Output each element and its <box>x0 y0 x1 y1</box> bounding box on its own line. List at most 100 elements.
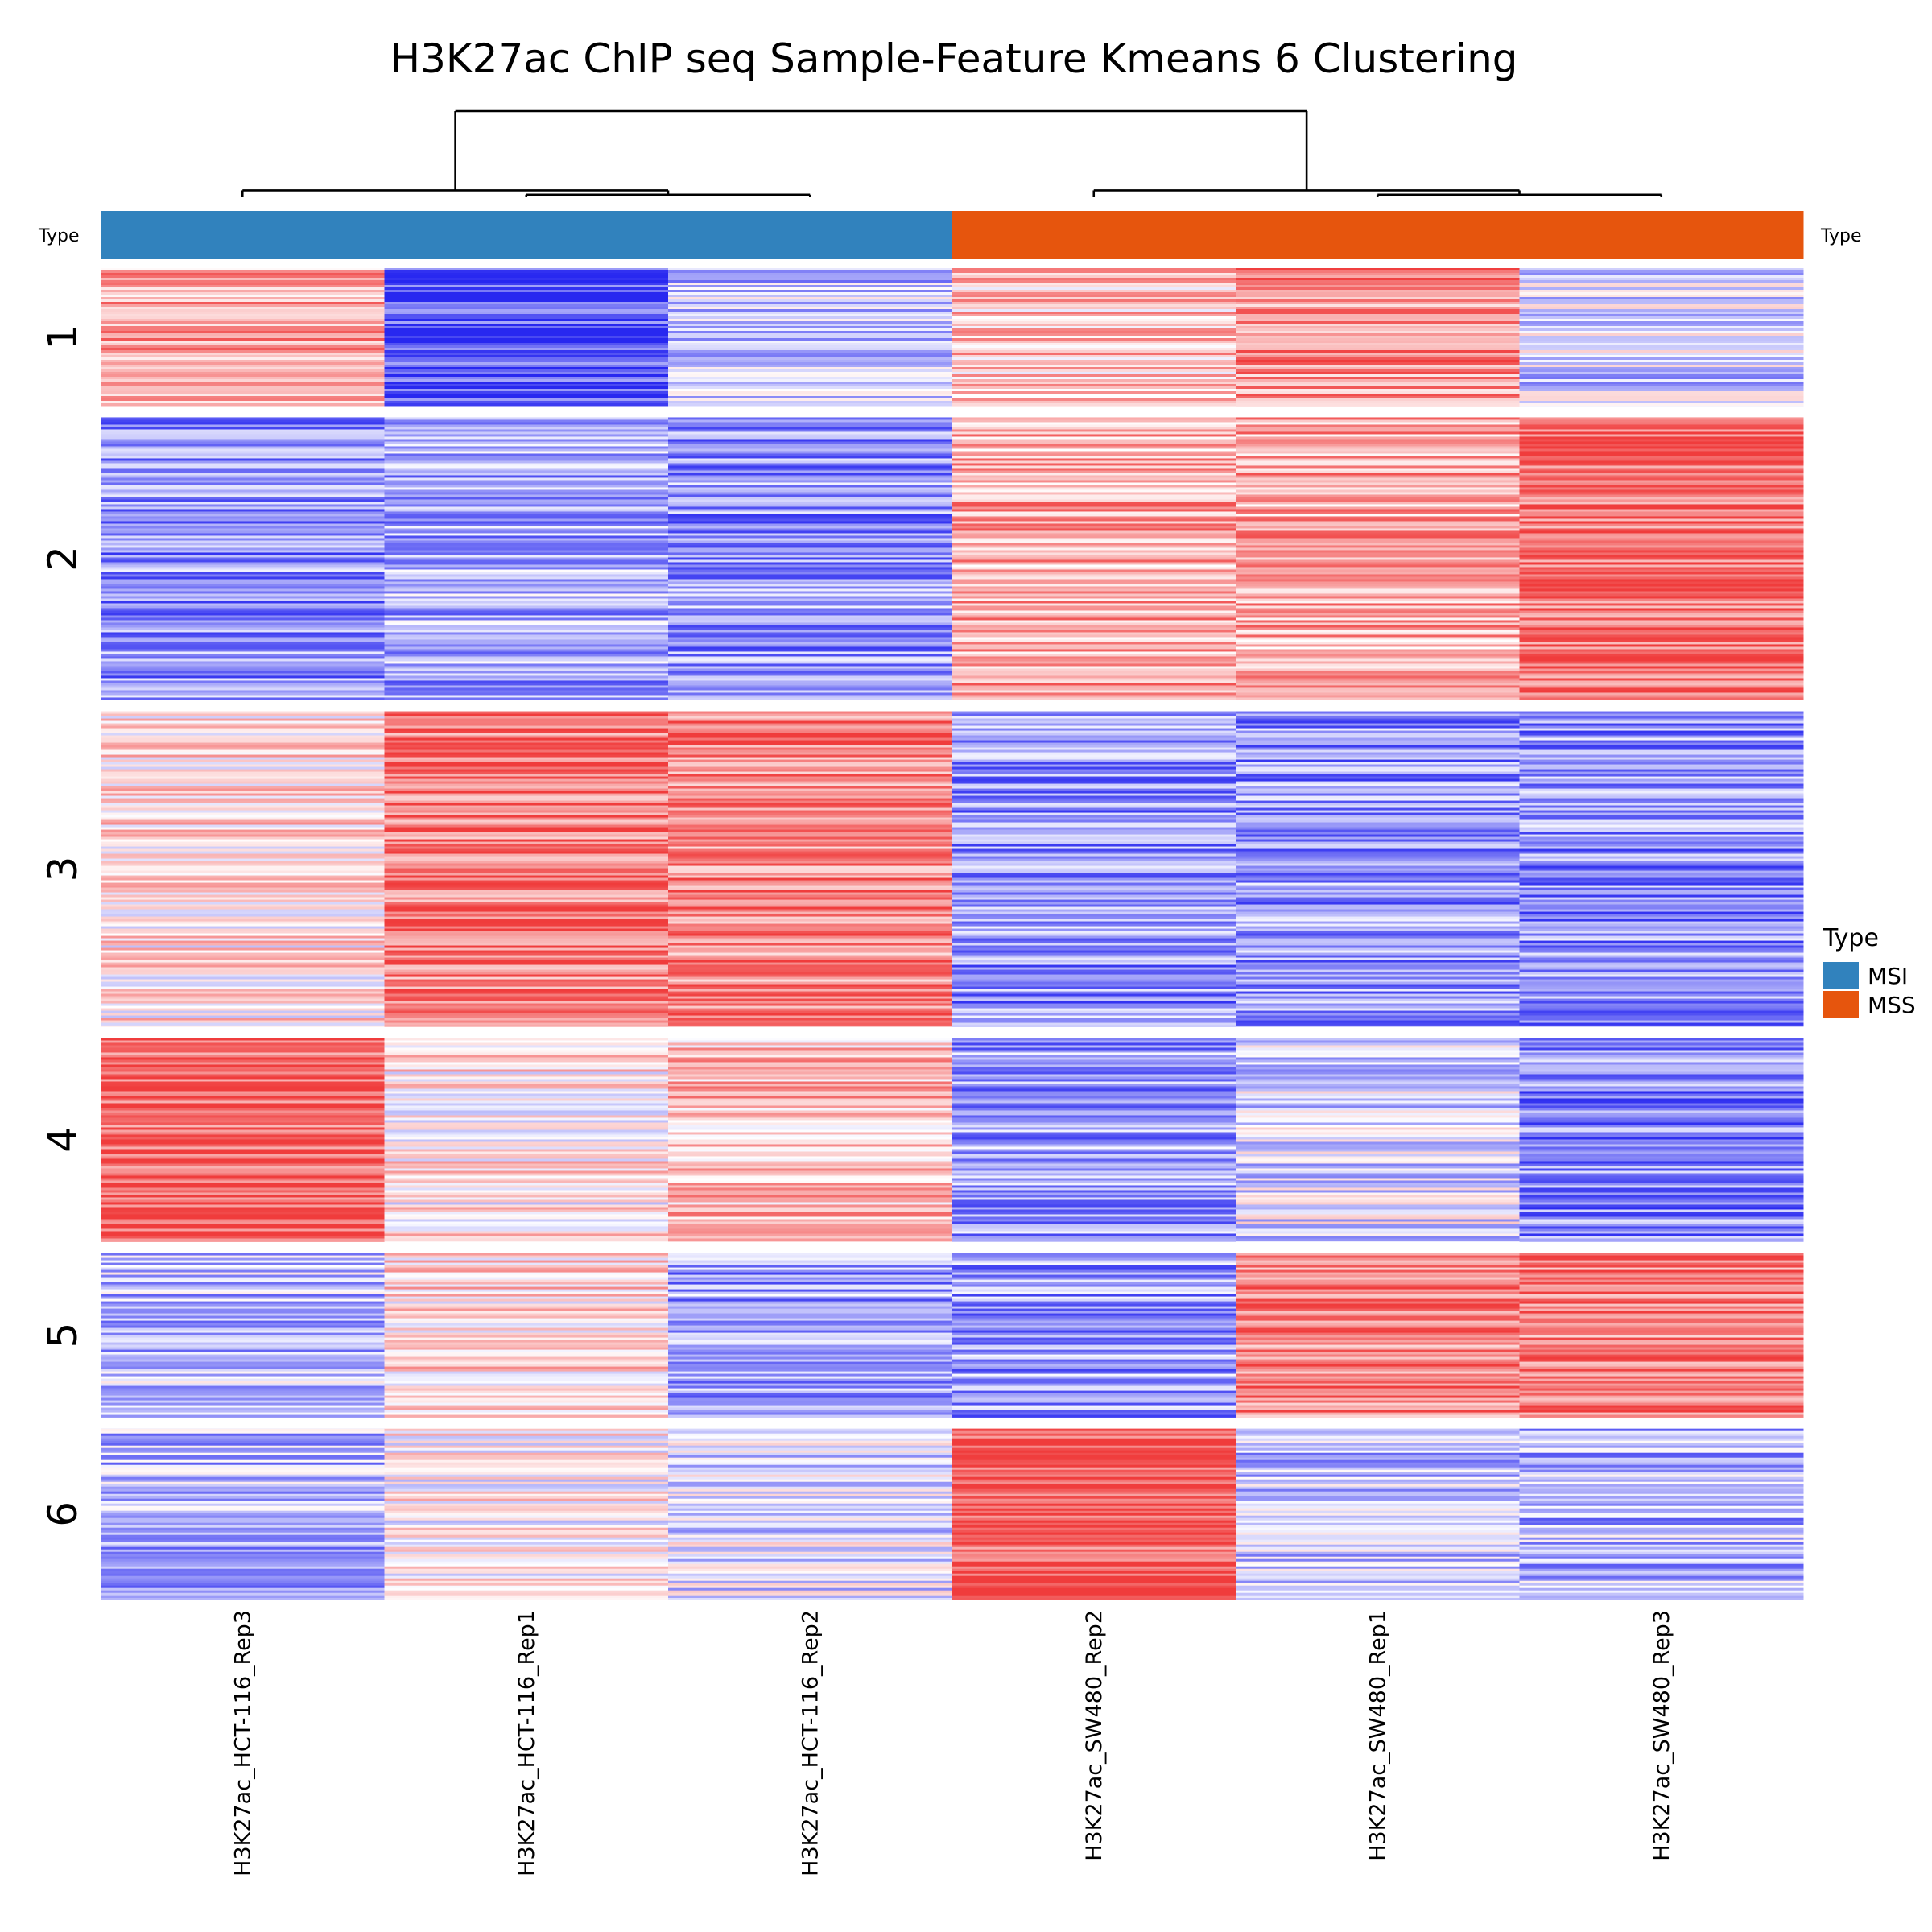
heatmap-row-stripe <box>668 791 952 794</box>
heatmap-row-stripe <box>1519 644 1804 647</box>
heatmap-row-stripe <box>384 270 669 274</box>
heatmap-row-stripe <box>952 1216 1236 1220</box>
heatmap-row-stripe <box>668 328 952 332</box>
heatmap-row-stripe <box>668 861 952 864</box>
heatmap-row-stripe <box>101 324 385 327</box>
heatmap-row-stripe <box>668 1395 952 1398</box>
heatmap-row-stripe <box>101 754 385 758</box>
heatmap-row-stripe <box>101 692 385 696</box>
heatmap-row-stripe <box>101 1269 385 1273</box>
heatmap-row-stripe <box>668 1484 952 1488</box>
heatmap-row-stripe <box>1236 1226 1520 1229</box>
heatmap-row-stripe <box>952 446 1236 449</box>
heatmap-row-stripe <box>384 897 669 900</box>
heatmap-row-stripe <box>668 778 952 782</box>
heatmap-row-stripe <box>1236 576 1520 580</box>
heatmap-row-stripe <box>384 1071 669 1075</box>
heatmap-row-stripe <box>668 1337 952 1340</box>
heatmap-row-stripe <box>952 1144 1236 1147</box>
heatmap-row-stripe <box>1236 998 1520 1001</box>
heatmap-row-stripe <box>101 911 385 914</box>
heatmap-row-stripe <box>668 1022 952 1026</box>
heatmap-row-stripe <box>1519 1501 1804 1505</box>
heatmap-row-stripe <box>101 268 385 271</box>
heatmap-row-stripe <box>384 1197 669 1200</box>
heatmap-row-stripe <box>384 1462 669 1466</box>
heatmap-row-stripe <box>668 1595 952 1599</box>
heatmap-row-stripe <box>952 523 1236 526</box>
heatmap-row-stripe <box>1236 1013 1520 1016</box>
heatmap-row-stripe <box>668 735 952 738</box>
heatmap-row-stripe <box>1519 1209 1804 1212</box>
heatmap-row-stripe <box>101 1115 385 1118</box>
heatmap-row-stripe <box>1519 892 1804 895</box>
heatmap-row-stripe <box>384 451 669 454</box>
heatmap-row-stripe <box>952 1282 1236 1285</box>
heatmap-row-stripe <box>1519 615 1804 618</box>
heatmap-row-stripe <box>1236 1549 1520 1553</box>
heatmap-row-stripe <box>1236 625 1520 628</box>
heatmap-row-stripe <box>384 1079 669 1082</box>
heatmap-row-stripe <box>384 1467 669 1471</box>
heatmap-row-stripe <box>952 1069 1236 1072</box>
heatmap-row-stripe <box>384 1161 669 1164</box>
heatmap-row-stripe <box>1519 1018 1804 1021</box>
heatmap-row-stripe <box>952 1226 1236 1229</box>
heatmap-row-stripe <box>952 1484 1236 1488</box>
heatmap-row-stripe <box>101 957 385 960</box>
heatmap-row-stripe <box>952 844 1236 847</box>
heatmap-row-stripe <box>384 1289 669 1292</box>
heatmap-row-stripe <box>952 989 1236 992</box>
heatmap-row-stripe <box>384 448 669 452</box>
heatmap-row-stripe <box>101 1510 385 1514</box>
heatmap-row-stripe <box>384 312 669 315</box>
heatmap-row-stripe <box>668 424 952 427</box>
heatmap-row-stripe <box>1236 935 1520 939</box>
heatmap-row-stripe <box>1519 1062 1804 1065</box>
heatmap-row-stripe <box>384 268 669 271</box>
heatmap-row-stripe <box>952 1400 1236 1403</box>
heatmap-row-stripe <box>668 740 952 743</box>
heatmap-row-stripe <box>101 730 385 733</box>
heatmap-row-stripe <box>668 314 952 317</box>
heatmap-row-stripe <box>668 950 952 953</box>
heatmap-row-stripe <box>1236 456 1520 459</box>
heatmap-row-stripe <box>1236 523 1520 526</box>
heatmap-row-stripe <box>1519 299 1804 303</box>
heatmap-row-stripe <box>1519 803 1804 806</box>
heatmap-row-stripe <box>952 1175 1236 1179</box>
heatmap-row-stripe <box>668 1003 952 1006</box>
heatmap-row-stripe <box>1236 1476 1520 1480</box>
heatmap-row-stripe <box>384 1433 669 1437</box>
heatmap-row-stripe <box>1519 1525 1804 1529</box>
heatmap-row-stripe <box>668 793 952 796</box>
heatmap-row-stripe <box>1519 1381 1804 1384</box>
heatmap-row-stripe <box>101 1151 385 1154</box>
heatmap-row-stripe <box>101 1335 385 1338</box>
heatmap-row-stripe <box>384 605 669 609</box>
heatmap-row-stripe <box>384 890 669 893</box>
heatmap-row-stripe <box>952 1393 1236 1396</box>
heatmap-row-stripe <box>952 540 1236 543</box>
heatmap-row-stripe <box>952 1098 1236 1101</box>
chart-title: H3K27ac ChIP seq Sample-Feature Kmeans 6… <box>390 35 1517 82</box>
heatmap-row-stripe <box>101 319 385 322</box>
heatmap-row-stripe <box>952 1233 1236 1236</box>
heatmap-row-stripe <box>668 1228 952 1232</box>
heatmap-row-stripe <box>1236 1163 1520 1166</box>
heatmap-row-stripe <box>384 984 669 987</box>
heatmap-row-stripe <box>384 492 669 495</box>
heatmap-row-stripe <box>384 745 669 748</box>
heatmap-row-stripe <box>101 477 385 481</box>
heatmap-row-stripe <box>952 964 1236 968</box>
heatmap-row-stripe <box>101 685 385 688</box>
heatmap-row-stripe <box>384 1096 669 1099</box>
heatmap-row-stripe <box>668 1294 952 1297</box>
heatmap-row-stripe <box>668 564 952 568</box>
heatmap-row-stripe <box>668 737 952 741</box>
heatmap-row-stripe <box>101 1294 385 1297</box>
heatmap-row-stripe <box>1519 673 1804 676</box>
heatmap-row-stripe <box>952 1166 1236 1169</box>
heatmap-row-stripe <box>101 1537 385 1541</box>
heatmap-row-stripe <box>668 304 952 308</box>
